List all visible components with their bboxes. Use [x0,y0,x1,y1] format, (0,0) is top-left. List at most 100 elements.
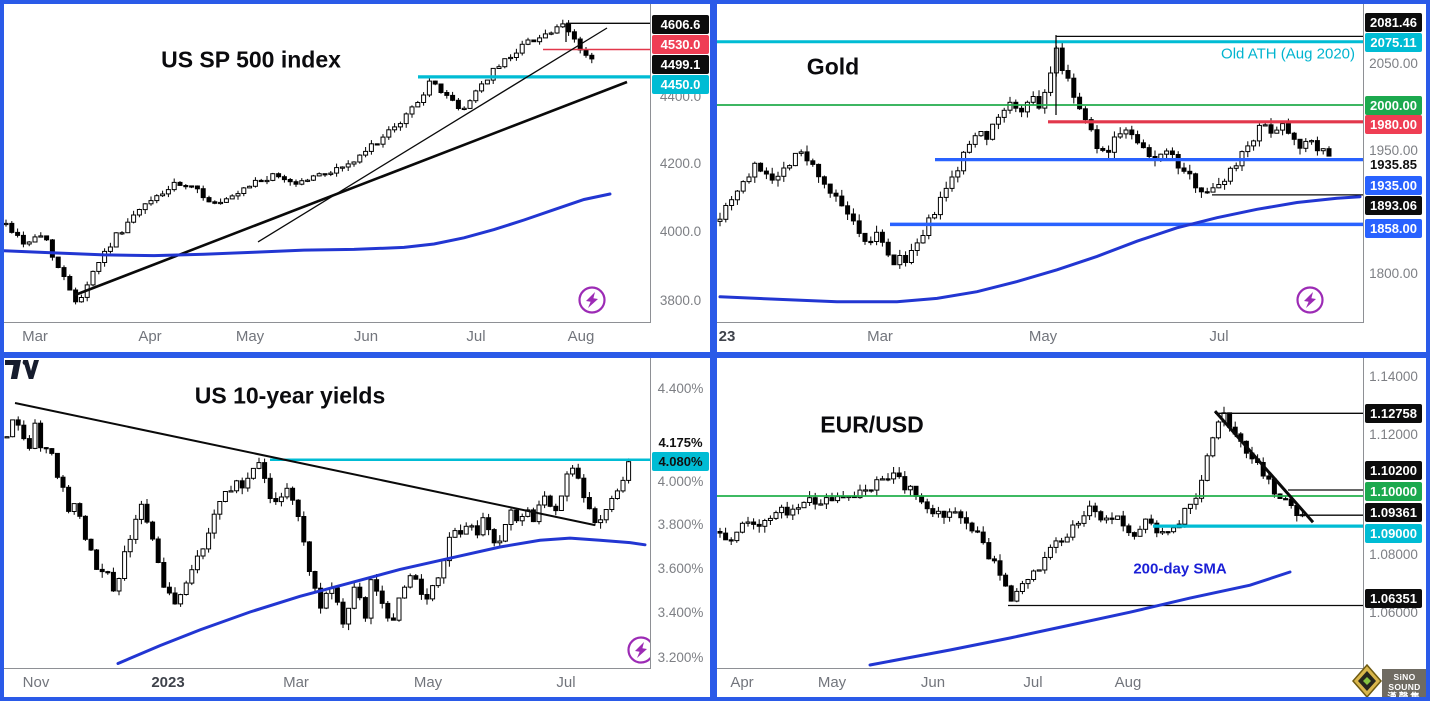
price-axis-label: 1800.00 [1369,265,1418,281]
price-axis-label: 1.09361 [1365,502,1422,522]
time-axis-label: Aug [1114,674,1142,691]
price-axis-label: 1893.06 [1365,195,1422,215]
axis-divider [1363,4,1364,352]
chart-canvas[interactable] [717,358,1363,668]
price-axis-label: 4499.1 [652,54,709,74]
lightning-icon [1296,286,1324,314]
time-axis-label: Jul [1209,328,1229,345]
time-axis-label: Apr [730,674,754,691]
trendline [1213,410,1315,524]
price-axis[interactable]: 4400.0 4200.0 4000.0 3800.0 4606.6 4530.0 4499… [651,4,710,352]
price-axis-label: 1.08000 [1369,546,1418,562]
lightning-icon [578,286,606,314]
time-axis-label: 23 [718,328,736,345]
sma-line [4,192,612,258]
candlestick-series [4,416,632,631]
time-axis-label: Apr [138,328,162,345]
panel-yields: US 10-year yields 4.400% 4.000% 3.800% 3.60… [4,358,710,697]
price-axis-label: 1980.00 [1365,114,1422,134]
price-axis-label: 2075.11 [1365,32,1422,52]
price-axis-label: 3800.0 [659,292,702,308]
axis-divider [650,4,651,352]
price-axis-label: 3.600% [657,560,704,576]
price-axis[interactable]: 2050.00 1950.00 1800.00 2081.46 2075.11 2000.… [1364,4,1426,352]
price-axis-label: 3.200% [657,649,704,665]
sino-sound-cjk: 漢聲集團 [1382,692,1426,697]
panel-gold: Gold Old ATH (Aug 2020) 2050.00 1950.00 18… [717,4,1426,352]
chart-title: EUR/USD [820,411,924,438]
sma-line [718,195,1362,304]
price-axis-label: 1.14000 [1369,368,1418,384]
time-axis[interactable]: Apr May Jun Jul Aug [717,669,1426,697]
time-axis-label: May [817,674,847,691]
candlestick-series [717,406,1305,603]
sino-sound-watermark: SiNO SOUND 漢聲集團 [1382,669,1426,697]
time-axis-label: 2023 [151,674,185,691]
price-axis-label: 1.10000 [1365,481,1422,501]
axis-divider [650,358,651,697]
time-axis-label: Nov [22,674,50,691]
time-axis-label: Aug [567,328,595,345]
price-axis-label: 2000.00 [1365,95,1422,115]
tradingview-logo-icon [5,360,39,379]
yields-plot-area[interactable]: US 10-year yields [4,358,655,668]
time-axis-label: May [1028,328,1058,345]
price-axis-label: 3.400% [657,604,704,620]
price-axis-label: 1.06351 [1365,588,1422,608]
price-axis-label: 4450.0 [652,74,709,94]
chart-title: Gold [806,53,860,80]
time-axis-label: Jun [353,328,379,345]
old-ath-annotation: Old ATH (Aug 2020) [1221,45,1355,63]
axis-divider [4,668,710,669]
axis-divider [1363,358,1364,697]
price-axis-label: 1.06000 [1369,604,1418,620]
time-axis-label: Jul [466,328,486,345]
candlestick-series [4,19,595,305]
sma-line [116,536,647,665]
chart-canvas[interactable] [4,4,650,322]
price-axis-label: 4.400% [657,380,704,396]
panel-eurusd: EUR/USD 200-day SMA 1.14000 1.12000 1.0800… [717,358,1426,697]
time-axis-label: Mar [283,674,309,691]
price-axis-label: 4000.0 [659,223,702,239]
time-axis-label: Jun [920,674,946,691]
chart-title: US 10-year yields [194,382,386,409]
trendline [14,402,596,527]
price-axis-label: 1935.85 [1365,154,1422,174]
price-axis-label: 1858.00 [1365,218,1422,238]
time-axis[interactable]: 23 Mar May Jul [717,323,1426,352]
price-axis[interactable]: 4.400% 4.000% 3.800% 3.600% 3.400% 3.200% 4.17… [651,358,710,697]
price-axis-label: 4200.0 [659,155,702,171]
eurusd-plot-area[interactable]: EUR/USD 200-day SMA [717,358,1363,668]
price-axis-label: 1.12000 [1369,426,1418,442]
gold-plot-area[interactable]: Gold Old ATH (Aug 2020) [717,4,1363,322]
chart-canvas[interactable] [717,4,1363,322]
time-axis[interactable]: Nov 2023 Mar May Jul [4,669,710,697]
sp500-plot-area[interactable]: US SP 500 index [4,4,650,322]
chart-title: US SP 500 index [161,46,341,73]
time-axis-label: May [235,328,265,345]
price-axis-label: 3.800% [657,516,704,532]
time-axis-label: May [413,674,443,691]
price-axis[interactable]: 1.14000 1.12000 1.08000 1.06000 1.12758 1.102… [1364,358,1426,697]
time-axis-label: Mar [867,328,893,345]
time-axis[interactable]: Mar Apr May Jun Jul Aug [4,323,710,352]
trendline [74,80,628,297]
axis-divider [717,322,1426,323]
price-axis-label: 2050.00 [1369,55,1418,71]
time-axis-label: Jul [1023,674,1043,691]
price-axis-label: 1.12758 [1365,403,1422,423]
price-axis-label: 1.09000 [1365,523,1422,543]
axis-divider [717,668,1426,669]
price-axis-label: 4.000% [657,473,704,489]
price-axis-label: 4.080% [652,451,709,471]
candlestick-series [717,42,1332,269]
price-axis-label: 4606.6 [652,14,709,34]
price-axis-label: 2081.46 [1365,12,1422,32]
price-axis-label: 4530.0 [652,34,709,54]
sino-sound-name: SiNO SOUND [1388,672,1421,693]
panel-sp500: US SP 500 index 4400.0 4200.0 4000.0 3800.0… [4,4,710,352]
chart-canvas[interactable] [4,358,650,668]
sma-annotation: 200-day SMA [1133,560,1227,578]
